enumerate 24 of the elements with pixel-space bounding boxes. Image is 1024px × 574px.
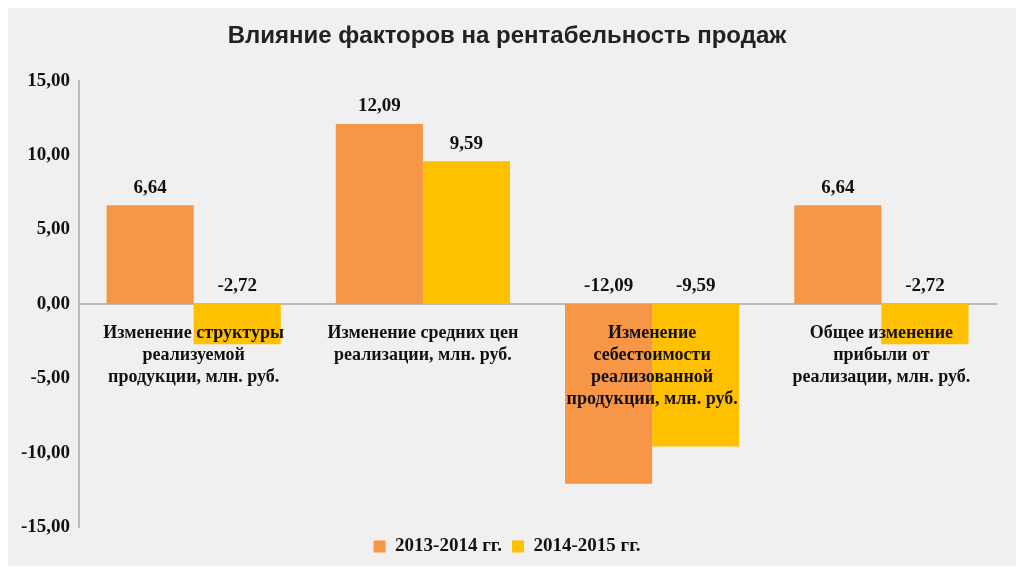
legend-label: 2014-2015 гг. [533,534,641,556]
bar [422,161,511,304]
data-label: 9,59 [449,131,484,153]
data-label: -2,72 [217,274,258,296]
x-tick-label: Изменение средних цен реализации, млн. руб. [327,321,519,364]
legend-label: 2013-2014 гг. [395,534,503,556]
bar [335,124,423,304]
data-label: 6,64 [133,175,168,197]
data-label: 6,64 [821,175,855,197]
y-tick-label: 0,00 [36,291,71,313]
chart-title: Влияние факторов на рентабельность продаж [227,21,788,49]
data-label: -2,72 [905,274,945,296]
data-label: -9,59 [675,274,716,296]
data-label: 12,09 [357,94,401,116]
y-tick-label: -15,00 [21,514,71,536]
y-tick-label: -10,00 [21,440,71,462]
y-tick-label: 10,00 [27,143,71,165]
y-tick-label: 15,00 [27,68,71,90]
bar [794,205,882,304]
bar [106,205,194,304]
y-tick-label: -5,00 [30,366,71,388]
data-label: -12,09 [584,274,634,296]
y-tick-label: 5,00 [36,217,71,239]
x-tick-label: Изменение себестоимости реализованной продукции, млн. руб. [566,321,738,408]
